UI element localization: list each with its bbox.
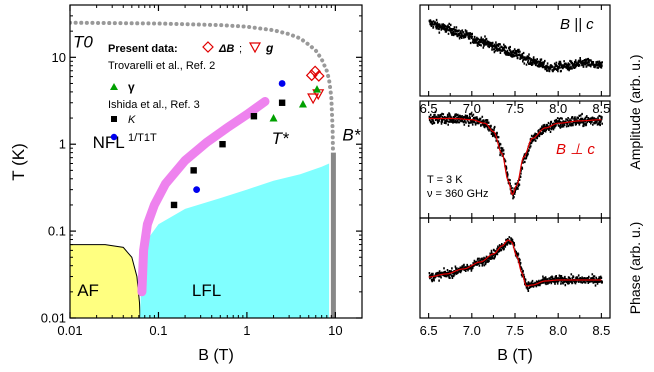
marker-diamond-open xyxy=(312,70,325,82)
marker-diamond-open xyxy=(305,69,318,82)
y-tick-label: 10 xyxy=(52,50,66,65)
annotation-b-parallel-c: B || c xyxy=(560,16,594,33)
axis-ticks: 0.01 0.1 1 10 0.01 0.1 1 10 xyxy=(41,4,363,338)
marker-square xyxy=(190,167,197,174)
right-x-tick-label: 8.5 xyxy=(592,101,610,116)
phase-fit xyxy=(428,239,602,287)
legend-present-label: Present data: xyxy=(108,43,178,55)
plot-frame xyxy=(69,4,363,319)
amplitude-axis-label: Amplitude (arb. u.) xyxy=(627,54,643,169)
marker-circle xyxy=(278,80,286,87)
amplitude-perpendicular-fit xyxy=(428,117,602,196)
region-label-nfl: NFL xyxy=(93,133,125,152)
phase-axis-label: Phase (arb. u.) xyxy=(627,222,643,315)
annotation-frequency: ν = 360 GHz xyxy=(427,188,488,200)
t0-line xyxy=(70,20,335,155)
legend-k-label: K xyxy=(128,114,136,126)
data-markers xyxy=(170,65,325,209)
noisy-data-points xyxy=(428,236,603,292)
legend-circle-marker xyxy=(110,133,118,141)
legend-ishida-label: Ishida et al., Ref. 3 xyxy=(108,99,200,111)
annotation-temperature: T = 3 K xyxy=(427,174,463,186)
phase-data xyxy=(428,236,603,292)
phase-diagram-panel: 0.01 0.1 1 10 0.01 0.1 1 10 AF LFL NFL T* T0 B*… xyxy=(9,4,363,364)
legend-db-label: ΔB xyxy=(218,43,234,55)
legend-gamma-label: γ xyxy=(128,80,135,94)
right-x-tick-label: 6.5 xyxy=(420,323,438,338)
y-tick-label: 0.01 xyxy=(41,311,66,326)
marker-diamond-open xyxy=(309,65,321,78)
x-tick-label: 10 xyxy=(328,323,342,338)
y-axis-label: T (K) xyxy=(9,143,28,180)
marker-circle xyxy=(193,186,201,194)
legend-triangle-up-marker xyxy=(110,83,118,90)
tstar-label: T* xyxy=(272,129,290,148)
legend-triangle-down-marker xyxy=(248,42,262,54)
right-x-tick-label: 6.5 xyxy=(420,101,438,116)
x-axis-label: B (T) xyxy=(198,347,234,364)
right-x-tick-label: 7.5 xyxy=(506,323,524,338)
x-tick-label: 0.01 xyxy=(57,323,82,338)
region-af xyxy=(70,244,141,318)
legend-separator: ; xyxy=(239,43,242,55)
legend-trovarelli-label: Trovarelli et al., Ref. 2 xyxy=(108,60,215,72)
x-tick-label: 1 xyxy=(243,323,250,338)
right-x-axis-label: B (T) xyxy=(497,347,533,364)
marker-triangle-up xyxy=(313,85,322,93)
y-tick-label: 0.1 xyxy=(48,224,66,239)
amplitude-perpendicular-data xyxy=(428,110,603,200)
tstar-band xyxy=(137,97,270,297)
t0-label: T0 xyxy=(73,32,93,51)
legend: Present data: ΔB ; g Trovarelli et al., … xyxy=(108,41,274,144)
noisy-data-points xyxy=(428,110,603,200)
legend-square-marker xyxy=(111,116,117,122)
region-lfl xyxy=(140,163,330,318)
region-label-af: AF xyxy=(77,281,99,300)
phase-frame xyxy=(419,217,611,319)
legend-g-label: g xyxy=(265,41,274,55)
right-axis-ticks: 6.5 7.0 7.5 8.0 8.5 6.5 7.0 7.5 8.0 8.5 xyxy=(420,5,610,338)
right-x-tick-label: 7.0 xyxy=(463,101,481,116)
bstar-label: B* xyxy=(342,126,361,145)
tstar-label-text: T* xyxy=(272,129,290,148)
marker-triangle-up xyxy=(269,114,278,122)
x-tick-label: 0.1 xyxy=(149,323,167,338)
right-x-tick-label: 8.0 xyxy=(549,323,567,338)
legend-t1t-label: 1/T1T xyxy=(128,132,157,144)
right-x-tick-label: 8.5 xyxy=(592,323,610,338)
region-label-lfl: LFL xyxy=(192,281,221,300)
marker-triangle-down-open xyxy=(307,93,320,105)
legend-diamond-marker xyxy=(202,41,214,53)
y-tick-label: 1 xyxy=(59,137,66,152)
marker-triangle-up xyxy=(298,100,307,108)
amplitude-parallel-data xyxy=(428,18,603,73)
marker-square xyxy=(219,141,226,148)
right-x-tick-label: 7.0 xyxy=(463,323,481,338)
right-x-tick-label: 8.0 xyxy=(549,101,567,116)
marker-square xyxy=(250,113,258,120)
marker-square xyxy=(170,201,178,209)
marker-square xyxy=(278,99,286,106)
annotation-b-perp-c: B ⊥ c xyxy=(556,141,595,158)
esr-panels: 6.5 7.0 7.5 8.0 8.5 6.5 7.0 7.5 8.0 8.5 B || c B … xyxy=(419,4,643,364)
right-x-tick-label: 7.5 xyxy=(506,101,524,116)
noisy-data-points xyxy=(428,18,603,73)
